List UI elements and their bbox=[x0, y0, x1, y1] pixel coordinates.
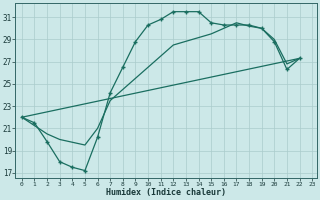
X-axis label: Humidex (Indice chaleur): Humidex (Indice chaleur) bbox=[106, 188, 226, 197]
